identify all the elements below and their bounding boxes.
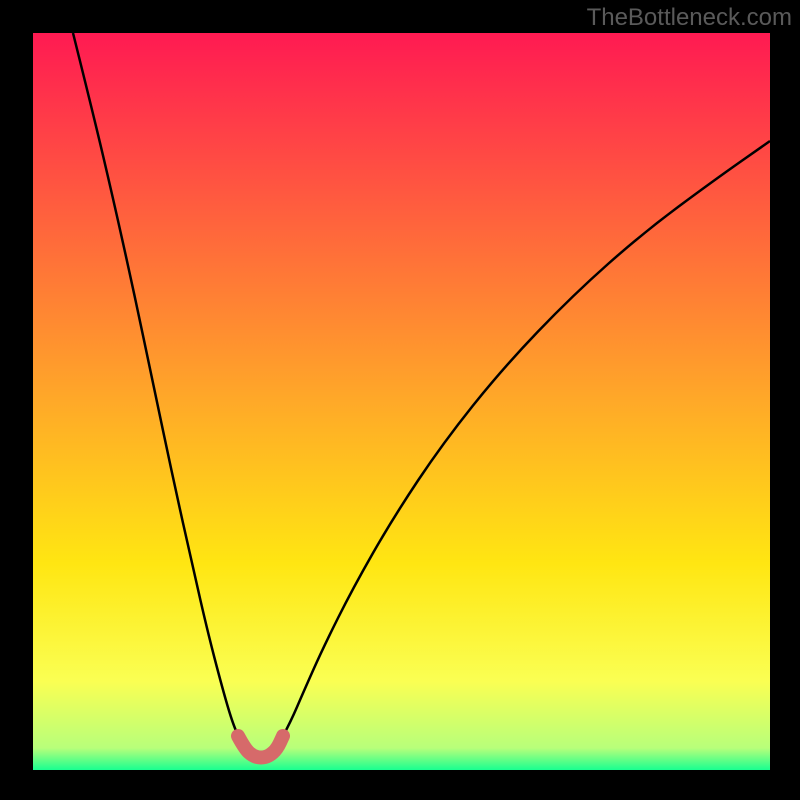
- curve-right: [283, 141, 770, 736]
- watermark-text: TheBottleneck.com: [587, 4, 792, 32]
- plot-area: [33, 33, 770, 770]
- bottleneck-curve-svg: [33, 33, 770, 770]
- chart-frame: TheBottleneck.com: [0, 0, 800, 800]
- curve-left: [73, 33, 238, 736]
- valley-marker: [238, 736, 283, 758]
